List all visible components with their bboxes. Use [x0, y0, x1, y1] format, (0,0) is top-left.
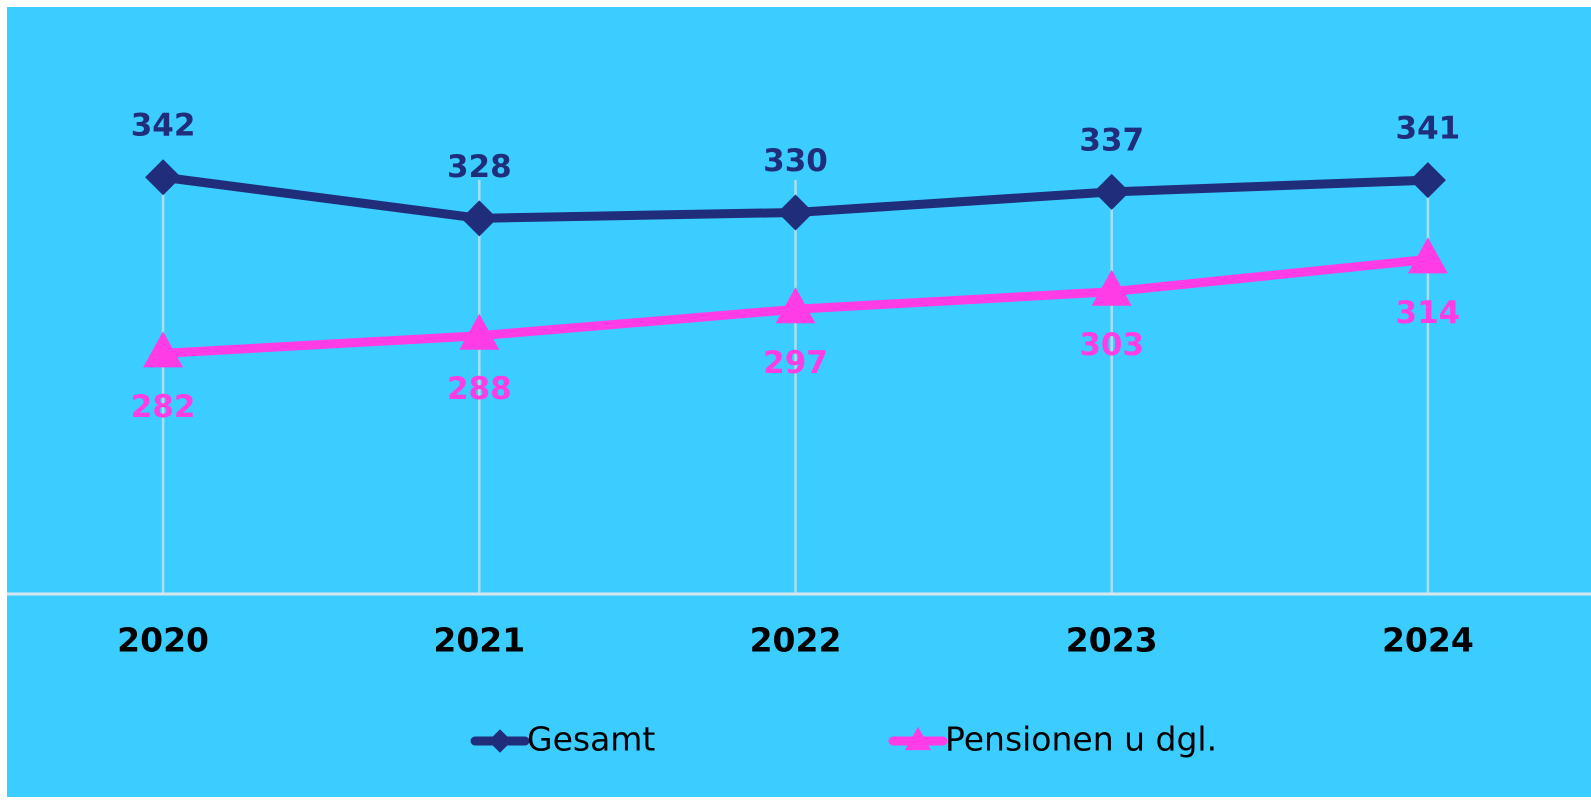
data-point [1407, 237, 1448, 274]
legend-label: Pensionen u dgl. [945, 720, 1217, 759]
x-tick-label: 2021 [433, 621, 525, 660]
data-label: 328 [447, 149, 512, 185]
data-point [1093, 173, 1130, 210]
legend-marker [905, 726, 931, 751]
data-label: 342 [131, 108, 196, 144]
data-label: 314 [1396, 295, 1461, 331]
data-point [459, 313, 500, 350]
data-point [777, 194, 814, 231]
data-point [461, 200, 498, 237]
data-label: 288 [447, 371, 512, 407]
x-tick-label: 2020 [117, 621, 209, 660]
data-label: 341 [1396, 111, 1461, 147]
legend-label: Gesamt [527, 720, 655, 759]
data-label: 337 [1079, 122, 1144, 158]
data-label: 297 [763, 345, 828, 381]
data-point [775, 287, 816, 324]
data-label: 330 [763, 143, 828, 179]
data-label: 282 [131, 389, 196, 425]
x-tick-label: 2022 [750, 621, 842, 660]
x-tick-label: 2024 [1382, 621, 1474, 660]
chart-background [7, 7, 1591, 797]
data-point [145, 159, 182, 196]
legend-marker [488, 729, 512, 753]
data-point [1091, 269, 1132, 306]
x-tick-label: 2023 [1066, 621, 1158, 660]
data-label: 303 [1079, 327, 1144, 363]
data-point [143, 331, 184, 368]
data-point [1409, 162, 1446, 199]
